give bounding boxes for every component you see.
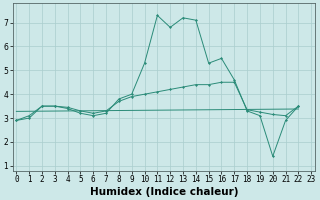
X-axis label: Humidex (Indice chaleur): Humidex (Indice chaleur) [90,187,238,197]
